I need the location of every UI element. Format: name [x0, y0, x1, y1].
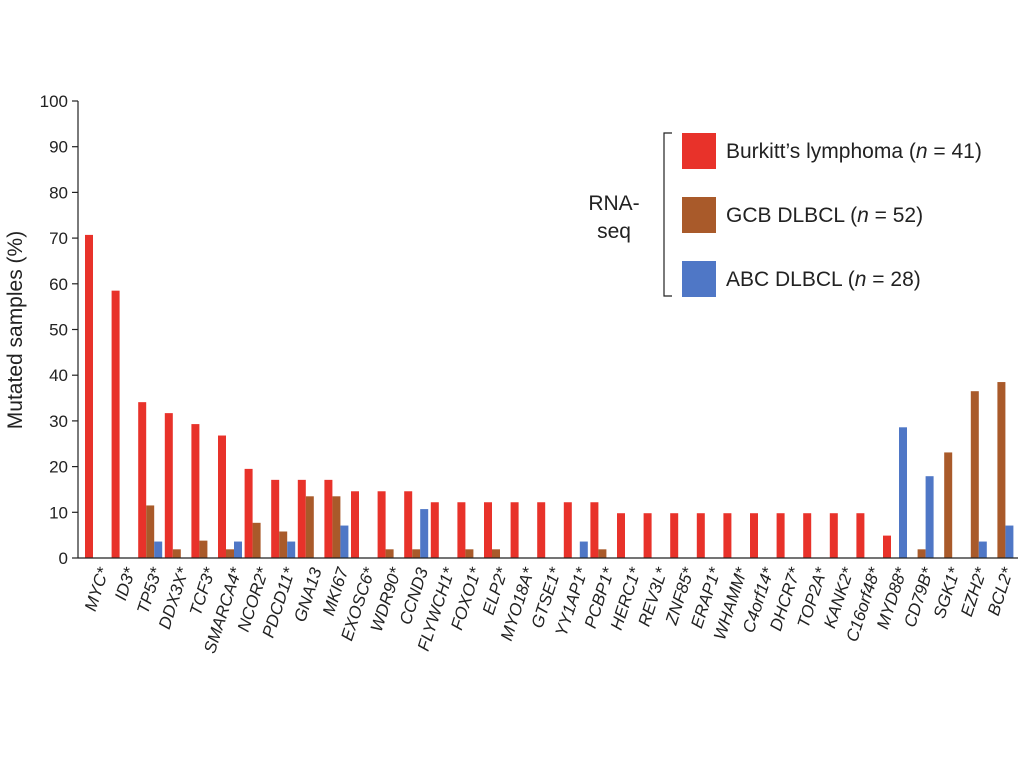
y-tick-label: 90 — [49, 138, 68, 157]
bar-ELP2-1 — [484, 502, 492, 558]
y-tick-label: 50 — [49, 321, 68, 340]
bar-WDR90-2 — [385, 549, 394, 558]
bar-WDR90-1 — [377, 491, 386, 558]
legend-swatch-2 — [682, 197, 716, 233]
bar-PCBP1-1 — [590, 502, 599, 558]
legend-bracket — [663, 132, 672, 297]
bar-SMARCA4-1 — [218, 435, 226, 558]
legend-group-label: seq — [597, 220, 631, 243]
bar-GNA13-1 — [297, 479, 306, 558]
bar-DDX3X-2 — [172, 549, 181, 558]
bar-MYD88-1 — [883, 535, 891, 558]
bar-ZNF85-1 — [670, 513, 679, 558]
bar-CCND3-1 — [404, 491, 413, 558]
x-tick-label: ID3* — [111, 564, 140, 603]
bar-NCOR2-1 — [244, 468, 253, 558]
bar-SMARCA4-3 — [234, 541, 242, 558]
y-tick-label: 40 — [49, 366, 68, 385]
bar-SMARCA4-2 — [226, 549, 234, 558]
bar-KANK2-1 — [829, 513, 838, 558]
bar-GNA13-2 — [305, 496, 314, 558]
bar-BCL2-3 — [1005, 525, 1014, 558]
y-tick-label: 0 — [59, 549, 68, 568]
legend-label: GCB DLBCL (n = 52) — [726, 204, 923, 227]
bar-MKI67-1 — [324, 479, 333, 558]
legend-label-suffix: = 28) — [866, 268, 920, 291]
bar-PDCD11-1 — [271, 479, 280, 558]
bar-TCF3-1 — [191, 424, 200, 558]
bar-TCF3-2 — [199, 540, 208, 558]
bar-ELP2-2 — [492, 549, 500, 558]
bar-DDX3X-1 — [164, 413, 173, 558]
bar-MYD88-3 — [899, 427, 907, 558]
bar-MKI67-3 — [340, 525, 349, 558]
bar-GTSE1-1 — [537, 502, 546, 558]
legend-label-prefix: GCB DLBCL ( — [726, 204, 857, 227]
bar-MKI67-2 — [332, 496, 341, 558]
bar-TP53-2 — [146, 505, 155, 558]
bar-EXOSC6-1 — [351, 491, 359, 558]
y-axis-label: Mutated samples (%) — [4, 231, 27, 429]
legend-label-n: n — [855, 268, 867, 291]
bar-TOP2A-1 — [803, 513, 812, 558]
bar-YY1AP1-1 — [563, 502, 572, 558]
bar-CD79B-3 — [925, 476, 934, 558]
bar-MYO18A-1 — [510, 502, 519, 558]
legend-swatch-3 — [682, 261, 716, 297]
y-tick-label: 80 — [49, 183, 68, 202]
bar-SGK1-2 — [944, 452, 953, 558]
legend-label-n: n — [857, 204, 869, 227]
x-axis-tick-labels: MYC*ID3*TP53*DDX3X*TCF3*SMARCA4*NCOR2*PD… — [81, 564, 1018, 656]
bar-EZH2-3 — [978, 541, 987, 558]
y-axis: 0 10 20 30 40 50 60 70 80 90 100 — [40, 92, 79, 568]
bar-CCND3-3 — [420, 509, 429, 558]
bar-MYC-1 — [85, 234, 93, 558]
legend-label-prefix: Burkitt’s lymphoma ( — [726, 140, 916, 163]
legend-label-n: n — [916, 140, 928, 163]
bar-WHAMM-1 — [723, 513, 732, 558]
legend-label: Burkitt’s lymphoma (n = 41) — [726, 140, 982, 163]
legend-label-suffix: = 52) — [869, 204, 923, 227]
bar-C16orf48-1 — [856, 513, 865, 558]
bar-TP53-3 — [154, 541, 163, 558]
bar-PCBP1-2 — [598, 549, 607, 558]
bar-ID3-1 — [111, 290, 120, 558]
legend-label-suffix: = 41) — [928, 140, 982, 163]
y-tick-label: 20 — [49, 458, 68, 477]
bar-CD79B-2 — [917, 549, 926, 558]
legend-swatch-1 — [682, 133, 716, 169]
bar-FLYWCH1-1 — [430, 502, 439, 558]
y-tick-label: 70 — [49, 229, 68, 248]
bar-REV3L-1 — [643, 513, 652, 558]
x-tick-label: MYC* — [81, 564, 113, 613]
legend-label-prefix: ABC DLBCL ( — [726, 268, 855, 291]
bar-C4orf14-1 — [750, 513, 758, 558]
y-tick-label: 30 — [49, 412, 68, 431]
bar-FOXO1-1 — [457, 502, 466, 558]
bar-BCL2-2 — [997, 382, 1006, 558]
bar-FOXO1-2 — [465, 549, 474, 558]
bar-PDCD11-2 — [279, 531, 288, 558]
bar-TP53-1 — [138, 402, 147, 558]
bar-DHCR7-1 — [776, 513, 785, 558]
bars — [85, 234, 1014, 558]
bar-YY1AP1-3 — [579, 541, 588, 558]
y-tick-label: 10 — [49, 503, 68, 522]
y-tick-label: 100 — [40, 92, 68, 111]
bar-CCND3-2 — [412, 549, 421, 558]
legend-label: ABC DLBCL (n = 28) — [726, 268, 921, 291]
legend-group-label: RNA- — [588, 192, 639, 215]
bar-HERC1-1 — [617, 513, 625, 558]
bar-ERAP1-1 — [696, 513, 705, 558]
bar-EZH2-2 — [970, 391, 979, 558]
y-tick-label: 60 — [49, 275, 68, 294]
bar-PDCD11-3 — [287, 541, 296, 558]
bar-NCOR2-2 — [252, 522, 261, 558]
